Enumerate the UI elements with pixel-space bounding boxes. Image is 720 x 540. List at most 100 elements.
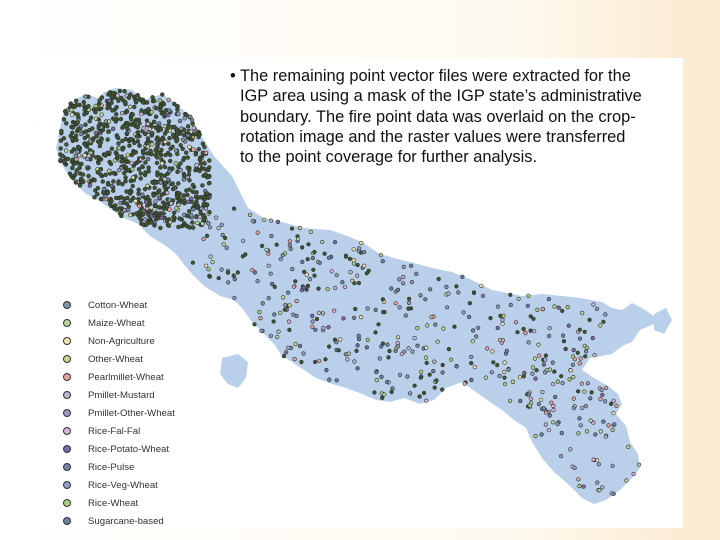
legend-item: Rice-Veg-Wheat — [60, 476, 230, 494]
fire-point — [397, 305, 402, 310]
fire-point — [157, 98, 163, 103]
fire-point — [502, 369, 507, 375]
fire-point — [201, 217, 206, 222]
fire-point — [491, 360, 496, 365]
fire-point — [190, 121, 195, 126]
fire-point — [476, 325, 481, 330]
fire-point — [601, 319, 606, 324]
fire-point — [313, 359, 318, 365]
fire-point — [559, 374, 564, 379]
fire-point — [271, 319, 276, 324]
fire-point — [64, 142, 69, 147]
fire-point — [401, 281, 406, 286]
fire-point — [155, 172, 160, 178]
fire-point — [503, 382, 508, 387]
fire-point — [588, 396, 593, 401]
fire-point — [387, 348, 392, 354]
fire-point — [293, 279, 298, 284]
fire-point — [378, 253, 384, 258]
fire-point — [85, 156, 90, 162]
legend-swatch-icon — [63, 373, 71, 381]
fire-point — [297, 343, 303, 349]
fire-point — [70, 136, 75, 142]
fire-point — [112, 117, 118, 122]
fire-point — [434, 378, 439, 383]
fire-point — [537, 353, 542, 358]
fire-point — [174, 206, 179, 211]
fire-point — [170, 166, 175, 171]
fire-point — [177, 131, 183, 136]
fire-point — [352, 359, 357, 364]
fire-point — [132, 104, 137, 110]
fire-point — [521, 326, 526, 332]
fire-point — [526, 340, 531, 345]
fire-point — [546, 297, 552, 302]
fire-point — [145, 156, 151, 162]
fire-point — [528, 314, 533, 319]
fire-point — [567, 377, 572, 382]
fire-point — [552, 304, 557, 309]
fire-point — [176, 224, 181, 230]
fire-point — [166, 97, 172, 103]
fire-point — [602, 399, 608, 404]
fire-point — [148, 148, 153, 154]
fire-point — [153, 199, 158, 204]
fire-point — [248, 212, 253, 217]
fire-point — [280, 253, 285, 258]
fire-point — [140, 192, 145, 197]
caption-line: IGP area using a mask of the IGP state’s… — [240, 87, 642, 106]
fire-point — [124, 131, 130, 136]
fire-point — [577, 336, 583, 341]
legend-label: Sugarcane-based — [88, 515, 164, 527]
fire-point — [140, 155, 146, 160]
fire-point — [358, 315, 364, 320]
fire-point — [518, 398, 523, 404]
fire-point — [171, 132, 176, 137]
fire-point — [525, 303, 530, 308]
fire-point — [449, 357, 454, 362]
fire-point — [123, 156, 128, 162]
fire-point — [355, 262, 360, 268]
fire-points-layer — [58, 88, 642, 496]
fire-point — [552, 369, 557, 374]
fire-point — [191, 207, 196, 212]
fire-point — [206, 167, 211, 173]
fire-point — [276, 329, 281, 334]
fire-point — [410, 349, 415, 354]
fire-point — [580, 405, 585, 411]
fire-point — [121, 163, 127, 169]
fire-point — [96, 117, 101, 122]
fire-point — [355, 366, 360, 371]
fire-point — [144, 206, 150, 211]
fire-point — [153, 114, 159, 119]
fire-point — [130, 183, 135, 189]
fire-point — [223, 235, 228, 241]
fire-point — [579, 381, 584, 386]
fire-point — [172, 101, 177, 107]
fire-point — [77, 165, 82, 171]
fire-point — [364, 345, 369, 350]
fire-point — [626, 444, 631, 450]
fire-point — [83, 129, 89, 134]
fire-point — [145, 144, 151, 149]
fire-point — [182, 221, 187, 226]
fire-point — [127, 104, 133, 109]
fire-point — [611, 491, 616, 496]
fire-point — [81, 179, 86, 184]
fire-point — [258, 316, 263, 321]
fire-point — [341, 316, 346, 321]
fire-point — [441, 326, 446, 331]
fire-point — [77, 183, 83, 188]
fire-point — [193, 152, 199, 157]
fire-point — [154, 106, 159, 111]
fire-point — [570, 354, 576, 359]
fire-point — [114, 207, 120, 212]
fire-point — [72, 104, 77, 109]
fire-point — [201, 236, 206, 242]
fire-point — [517, 375, 523, 380]
fire-point — [433, 322, 438, 327]
fire-point — [598, 323, 603, 328]
fire-point — [143, 222, 149, 227]
fire-point — [596, 462, 601, 467]
fire-point — [107, 91, 112, 97]
